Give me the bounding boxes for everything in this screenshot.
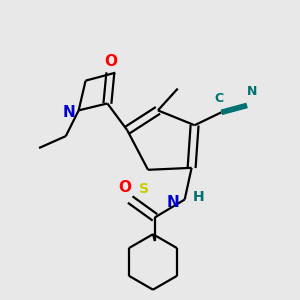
Text: H: H	[193, 190, 204, 204]
Text: N: N	[63, 105, 76, 120]
Text: O: O	[119, 180, 132, 195]
Text: N: N	[167, 195, 180, 210]
Text: C: C	[215, 92, 224, 105]
Text: O: O	[104, 54, 117, 69]
Text: S: S	[139, 182, 149, 196]
Text: N: N	[247, 85, 257, 98]
